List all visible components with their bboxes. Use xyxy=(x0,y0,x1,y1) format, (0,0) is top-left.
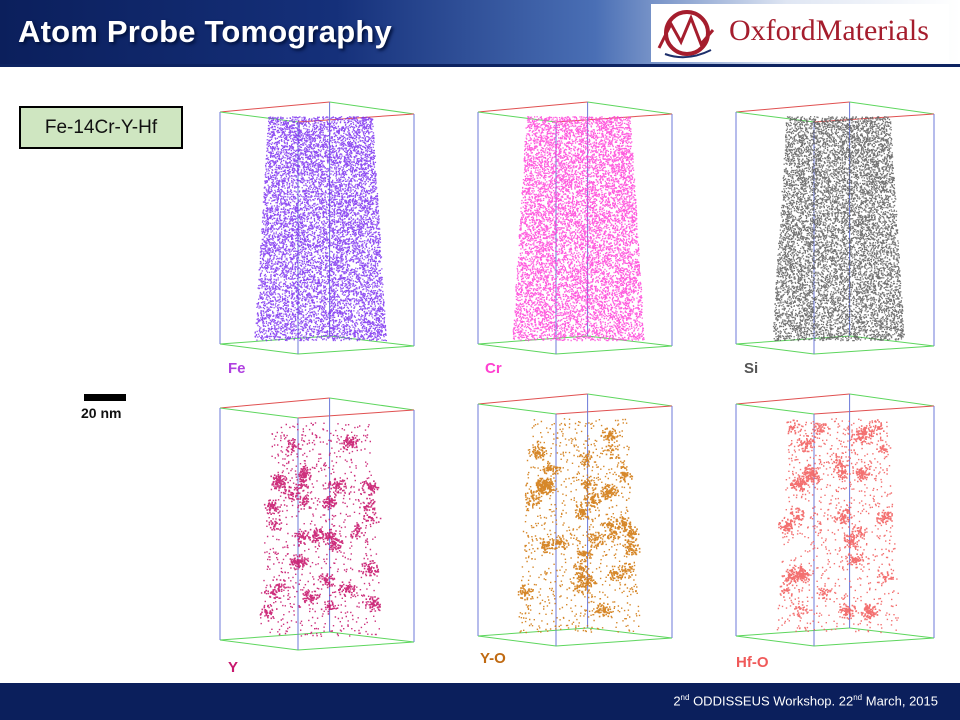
scale-label: 20 nm xyxy=(81,405,122,421)
oxford-materials-logo: OxfordMaterials xyxy=(651,4,949,62)
header-bar: Atom Probe Tomography OxfordMaterials xyxy=(0,0,960,66)
atom-map-y xyxy=(219,397,415,651)
slide-title: Atom Probe Tomography xyxy=(18,14,392,49)
footer-date: March, 2015 xyxy=(862,693,938,709)
scale-bar xyxy=(84,394,126,401)
footer-ordinal-suffix: nd xyxy=(680,693,690,702)
map-panel-y-o xyxy=(476,388,676,650)
map-panel-cr xyxy=(476,96,676,358)
map-label-fe: Fe xyxy=(228,360,246,377)
atom-map-cr xyxy=(477,101,673,355)
sample-label: Fe-14Cr-Y-Hf xyxy=(19,106,183,149)
map-label-hf-o: Hf-O xyxy=(736,654,769,671)
footer-date-suffix: nd xyxy=(853,693,863,702)
atom-map-si xyxy=(735,101,935,355)
atom-cloud xyxy=(776,418,899,634)
footer-bar: 2nd ODDISSEUS Workshop. 22nd March, 2015 xyxy=(0,683,960,720)
atom-cloud xyxy=(512,116,645,342)
atom-map-hf-o xyxy=(735,393,935,647)
map-label-si: Si xyxy=(744,360,759,377)
logo-text: OxfordMaterials xyxy=(729,14,929,47)
map-panel-fe xyxy=(218,96,418,358)
map-panel-si xyxy=(734,96,938,358)
footer-ordinal: 2 xyxy=(673,693,681,709)
atom-cloud xyxy=(259,422,382,637)
footer-event: ODDISSEUS Workshop. 22 xyxy=(689,693,854,709)
footer-text: 2nd ODDISSEUS Workshop. 22nd March, 2015 xyxy=(673,693,938,708)
oxford-logo-icon xyxy=(657,10,715,59)
atom-cloud xyxy=(517,418,641,634)
map-label-y-o: Y-O xyxy=(480,650,506,667)
header-rule xyxy=(0,64,960,67)
map-panel-y xyxy=(218,392,418,654)
atom-cloud xyxy=(772,116,905,342)
map-panel-hf-o xyxy=(734,388,938,650)
atom-map-y-o xyxy=(477,393,673,647)
map-label-y: Y xyxy=(228,659,239,676)
atom-map-fe xyxy=(219,101,415,355)
atom-cloud xyxy=(254,116,387,342)
map-label-cr: Cr xyxy=(485,360,502,377)
